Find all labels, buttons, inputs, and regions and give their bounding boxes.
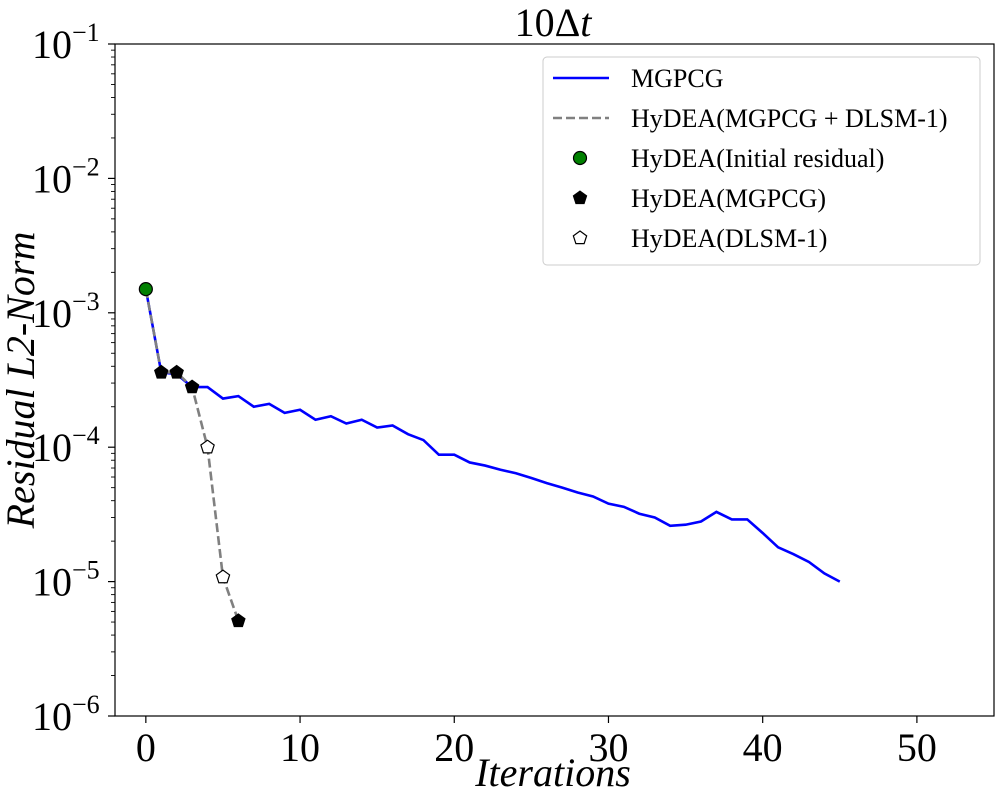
dlsm-step-point [200, 439, 215, 454]
legend-swatch-circle [572, 150, 588, 166]
legend-label: HyDEA(Initial residual) [631, 144, 884, 173]
y-tick-label: 10−2 [32, 152, 100, 201]
y-tick-label: 10−3 [32, 287, 100, 336]
y-tick-label: 10−6 [32, 690, 100, 739]
legend-label: HyDEA(MGPCG) [631, 184, 826, 213]
legend-box [542, 56, 981, 266]
mgpcg-step-point [154, 364, 169, 379]
mgpcg-step-point [169, 364, 184, 379]
x-tick-label: 40 [743, 725, 783, 770]
x-tick-label: 30 [588, 725, 628, 770]
chart-title: 10Δt [515, 0, 593, 45]
legend-swatch-pentagon-open [572, 230, 588, 245]
x-tick-label: 0 [136, 725, 156, 770]
mgpcg-step-point [184, 379, 200, 394]
y-tick-label: 10−5 [32, 556, 100, 605]
series-line-mgpcg [144, 288, 841, 583]
x-axis-title: Iterations [474, 750, 631, 795]
x-tick-label: 10 [280, 725, 320, 770]
legend-swatch-pentagon-filled [572, 190, 588, 205]
x-tick-label: 20 [434, 725, 474, 770]
initial-residual-point [138, 282, 153, 297]
x-tick-label: 50 [897, 725, 937, 770]
axes: 0 10 20 30 40 50 10−6 10−5 10−4 10−3 10−2 10−1 [32, 18, 937, 770]
y-tick-label: 10−1 [32, 18, 100, 67]
legend: MGPCG HyDEA(MGPCG + DLSM-1) HyDEA(Initial … [542, 56, 981, 266]
legend-label: HyDEA(MGPCG + DLSM-1) [631, 104, 948, 133]
dlsm-step-point [215, 569, 231, 584]
legend-label: MGPCG [631, 64, 723, 93]
y-tick-label: 10−4 [32, 421, 100, 470]
mgpcg-step-point [231, 613, 246, 628]
y-axis-title: Residual L2-Norm [0, 232, 43, 530]
plot-frame [114, 43, 995, 717]
legend-label: HyDEA(DLSM-1) [631, 224, 827, 253]
plot-marks [138, 282, 841, 628]
